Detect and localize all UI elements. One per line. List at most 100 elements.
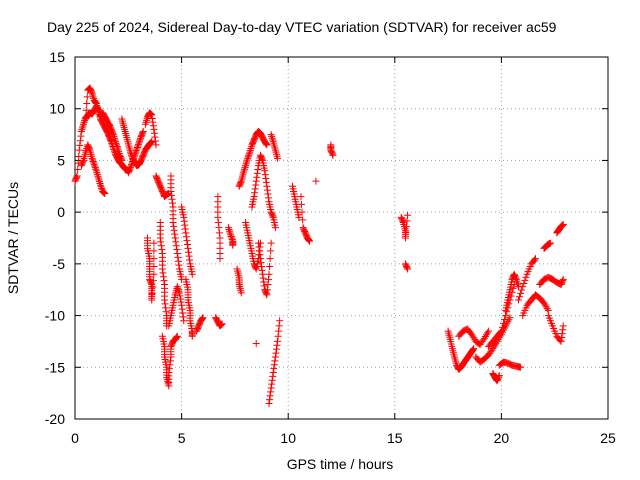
- data-point: [89, 157, 97, 165]
- data-point: [133, 145, 141, 153]
- data-point: [272, 345, 280, 353]
- data-point: [176, 292, 184, 300]
- data-point: [199, 314, 207, 322]
- data-point: [299, 216, 307, 224]
- data-point: [88, 89, 96, 97]
- data-point: [188, 332, 196, 340]
- data-point: [171, 230, 179, 238]
- data-point: [111, 136, 119, 144]
- data-point: [275, 327, 283, 335]
- data-point: [239, 169, 247, 177]
- data-point: [97, 183, 105, 191]
- data-point: [147, 110, 155, 118]
- data-point: [171, 234, 179, 242]
- data-point: [110, 147, 118, 155]
- data-point: [256, 255, 264, 263]
- data-point: [78, 124, 86, 132]
- y-tick-label: -10: [45, 308, 65, 324]
- data-point: [267, 247, 275, 255]
- data-point: [262, 175, 270, 183]
- data-point: [237, 178, 245, 186]
- data-point: [274, 154, 282, 162]
- data-point: [127, 161, 135, 169]
- data-point: [126, 165, 134, 173]
- data-point: [263, 141, 271, 149]
- y-tick-label: 15: [49, 49, 65, 65]
- data-point: [252, 177, 260, 185]
- data-point: [183, 237, 191, 245]
- y-tick-label: -5: [53, 256, 66, 272]
- data-point: [79, 122, 87, 130]
- data-point: [530, 256, 538, 264]
- data-point: [166, 357, 174, 365]
- data-point: [175, 287, 183, 295]
- data-point: [147, 138, 155, 146]
- data-point: [115, 148, 123, 156]
- x-tick-label: 0: [71, 430, 79, 446]
- data-point: [83, 93, 91, 101]
- data-point: [252, 339, 260, 347]
- data-point: [558, 334, 566, 342]
- data-point: [263, 182, 271, 190]
- data-point: [512, 274, 520, 282]
- data-point: [295, 213, 303, 221]
- data-point: [246, 148, 254, 156]
- data-point: [243, 158, 251, 166]
- data-point: [269, 212, 277, 220]
- data-point: [216, 255, 224, 263]
- data-point: [251, 185, 259, 193]
- data-point: [542, 303, 550, 311]
- data-point: [495, 372, 503, 380]
- x-tick-label: 10: [280, 430, 296, 446]
- data-point: [269, 372, 277, 380]
- data-point: [264, 281, 272, 289]
- data-point: [559, 221, 567, 229]
- data-point: [497, 327, 505, 335]
- data-point: [159, 269, 167, 277]
- data-point: [132, 147, 140, 155]
- data-point: [109, 129, 117, 137]
- data-point: [150, 239, 158, 247]
- data-point: [112, 139, 120, 147]
- data-point: [91, 98, 99, 106]
- data-point: [503, 308, 511, 316]
- data-point: [94, 106, 102, 114]
- data-point: [225, 224, 233, 232]
- data-point: [127, 162, 135, 170]
- data-point: [514, 281, 522, 289]
- data-point: [150, 247, 158, 255]
- data-point: [266, 255, 274, 263]
- data-point: [149, 277, 157, 285]
- data-point: [268, 134, 276, 142]
- data-point: [268, 376, 276, 384]
- data-point: [150, 129, 158, 137]
- data-point: [262, 140, 270, 148]
- data-point: [174, 286, 182, 294]
- data-point: [177, 298, 185, 306]
- data-point: [159, 273, 167, 281]
- data-point: [182, 233, 190, 241]
- data-point: [134, 142, 142, 150]
- data-point: [404, 265, 412, 273]
- data-point: [274, 337, 282, 345]
- data-point: [178, 305, 186, 313]
- data-point: [180, 213, 188, 221]
- data-point: [94, 174, 102, 182]
- data-point: [259, 274, 267, 282]
- data-point: [173, 246, 181, 254]
- data-point: [112, 138, 120, 146]
- data-point: [179, 309, 187, 317]
- x-axis-label: GPS time / hours: [287, 456, 394, 472]
- data-point: [237, 289, 245, 297]
- data-point: [267, 239, 275, 247]
- data-point: [276, 317, 284, 325]
- data-point: [263, 186, 271, 194]
- data-point: [118, 156, 126, 164]
- data-point: [496, 328, 504, 336]
- data-point: [558, 330, 566, 338]
- data-point: [147, 139, 155, 147]
- data-point: [113, 141, 121, 149]
- data-point: [259, 270, 267, 278]
